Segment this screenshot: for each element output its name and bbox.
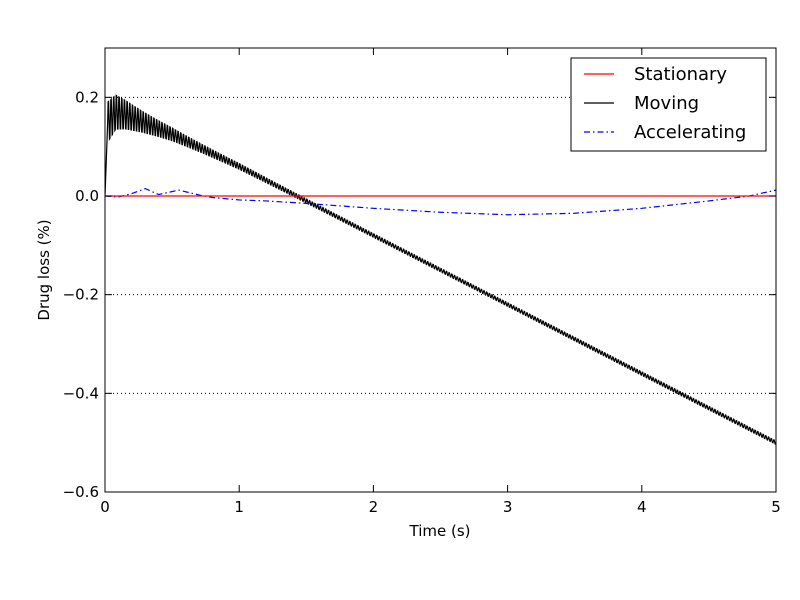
x-tick-label-0: 0 xyxy=(100,498,110,516)
y-tick-label-1: −0.4 xyxy=(63,384,99,402)
x-tick-label-2: 2 xyxy=(369,498,379,516)
plot-area xyxy=(105,94,776,446)
series-layer xyxy=(105,94,776,446)
x-tick-label-4: 4 xyxy=(637,498,647,516)
x-axis: 0 1 2 3 4 5 xyxy=(100,48,781,516)
legend-label-stationary: Stationary xyxy=(634,64,727,85)
y-axis: −0.6 −0.4 −0.2 0.0 0.2 xyxy=(63,88,776,501)
y-tick-label-3: 0.0 xyxy=(75,187,99,205)
series-line-accelerating xyxy=(105,187,776,216)
x-tick-label-5: 5 xyxy=(771,498,781,516)
x-axis-label: Time (s) xyxy=(409,522,471,540)
y-tick-label-0: −0.6 xyxy=(63,483,99,501)
x-tick-label-3: 3 xyxy=(503,498,513,516)
x-tick-label-1: 1 xyxy=(234,498,244,516)
legend: Stationary Moving Accelerating xyxy=(570,57,767,152)
legend-label-accelerating: Accelerating xyxy=(634,122,746,143)
legend-label-moving: Moving xyxy=(634,93,699,114)
series-line-moving xyxy=(105,94,776,446)
y-axis-label: Drug loss (%) xyxy=(35,219,53,320)
plot-frame xyxy=(104,47,777,493)
y-tick-label-2: −0.2 xyxy=(63,286,99,304)
y-tick-label-4: 0.2 xyxy=(75,88,99,106)
